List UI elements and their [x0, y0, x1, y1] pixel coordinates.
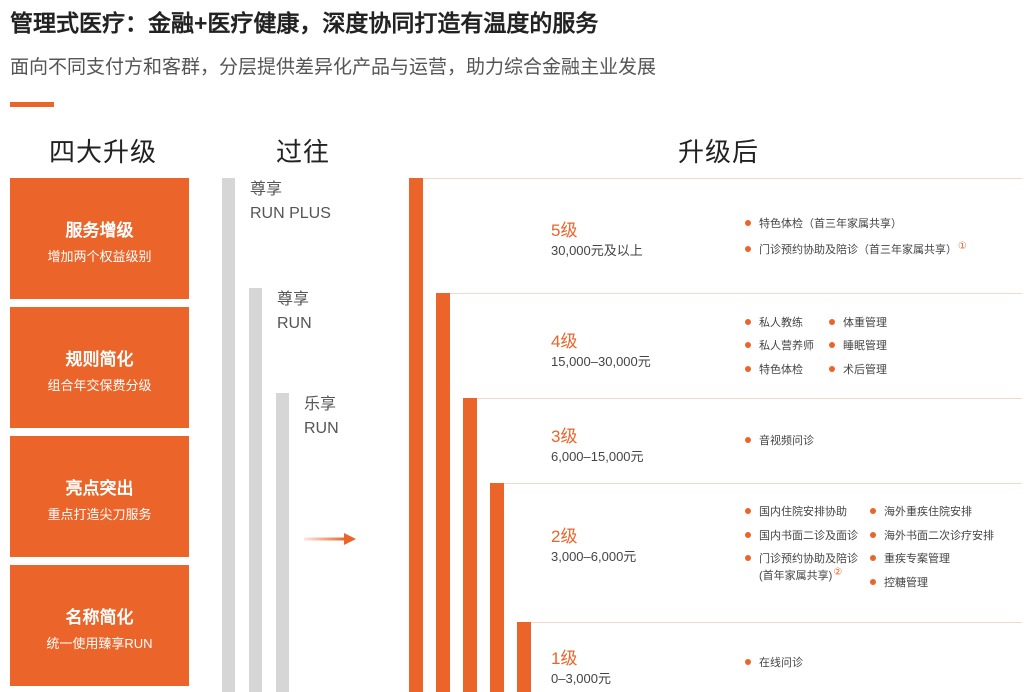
tier-feature: 私人教练	[745, 316, 803, 330]
footnote-marker: ②	[833, 567, 843, 578]
tier-feature: 海外书面二次诊疗安排	[870, 529, 994, 543]
column-heading-after: 升级后	[678, 137, 760, 167]
page-title: 管理式医疗：金融+医疗健康，深度协同打造有温度的服务	[10, 10, 599, 36]
column-heading-upgrades: 四大升级	[49, 137, 158, 167]
tier-range: 0–3,000元	[551, 671, 611, 686]
upgrade-card: 名称简化 统一使用臻享RUN	[10, 565, 189, 686]
tier-divider	[423, 178, 1022, 179]
tier-feature: 特色体检	[745, 363, 803, 377]
past-tier-label: 乐享 RUN	[304, 396, 339, 437]
tier-level: 2级	[551, 527, 578, 546]
upgrade-desc: 增加两个权益级别	[47, 249, 152, 264]
tier-feature: 私人营养师	[745, 339, 814, 353]
tier-level: 1级	[551, 649, 578, 668]
upgrade-title: 名称简化	[65, 608, 134, 627]
tier-level: 3级	[551, 427, 578, 446]
upgrade-card: 亮点突出 重点打造尖刀服务	[10, 436, 189, 557]
tier-bar-4	[436, 293, 450, 692]
upgrade-desc: 重点打造尖刀服务	[47, 507, 152, 522]
upgrade-title: 亮点突出	[65, 479, 134, 498]
column-heading-past: 过往	[276, 137, 331, 167]
arrow-right-icon	[304, 533, 356, 545]
past-tier-label: 尊享 RUN PLUS	[250, 181, 331, 222]
tier-bar-3	[463, 398, 477, 692]
tier-feature: 控糖管理	[870, 576, 928, 590]
upgrade-desc: 组合年交保费分级	[47, 378, 152, 393]
tier-divider	[477, 398, 1022, 399]
upgrade-card: 服务增级 增加两个权益级别	[10, 178, 189, 299]
tier-feature: 音视频问诊	[745, 434, 814, 448]
upgrade-desc: 统一使用臻享RUN	[46, 636, 153, 651]
accent-divider	[10, 102, 54, 107]
tier-range: 15,000–30,000元	[551, 354, 651, 369]
past-tier-bar	[249, 288, 262, 692]
upgrade-card: 规则简化 组合年交保费分级	[10, 307, 189, 428]
footnote-marker: ①	[958, 241, 967, 252]
tier-bar-2	[490, 483, 504, 692]
page-subtitle: 面向不同支付方和客群，分层提供差异化产品与运营，助力综合金融主业发展	[10, 57, 657, 78]
tier-feature: 体重管理	[829, 316, 887, 330]
tier-bar-5	[409, 178, 423, 692]
tier-feature: 术后管理	[829, 363, 887, 377]
tier-divider	[450, 293, 1022, 294]
tier-divider	[504, 483, 1022, 484]
upgrade-title: 规则简化	[65, 350, 134, 369]
upgrade-title: 服务增级	[65, 221, 134, 240]
tier-divider	[531, 622, 1022, 623]
tier-feature: 国内住院安排协助	[745, 505, 847, 519]
past-tier-bar	[222, 178, 235, 692]
tier-feature: 特色体检（首三年家属共享）	[745, 217, 902, 231]
tier-range: 30,000元及以上	[551, 243, 643, 258]
tier-feature: 重疾专案管理	[870, 552, 950, 566]
tier-level: 4级	[551, 332, 578, 351]
past-tier-label: 尊享 RUN	[277, 291, 312, 332]
tier-level: 5级	[551, 221, 578, 240]
tier-range: 6,000–15,000元	[551, 449, 644, 464]
tier-feature: 门诊预约协助及陪诊 (首年家属共享)②	[745, 552, 858, 583]
tier-feature: 在线问诊	[745, 656, 803, 670]
tier-feature: 睡眠管理	[829, 339, 887, 353]
tier-range: 3,000–6,000元	[551, 549, 637, 564]
tier-bar-1	[517, 622, 531, 692]
tier-feature: 门诊预约协助及陪诊（首三年家属共享）①	[745, 240, 967, 257]
tier-feature: 海外重疾住院安排	[870, 505, 972, 519]
past-tier-bar	[276, 393, 289, 692]
tier-feature: 国内书面二诊及面诊	[745, 529, 858, 543]
